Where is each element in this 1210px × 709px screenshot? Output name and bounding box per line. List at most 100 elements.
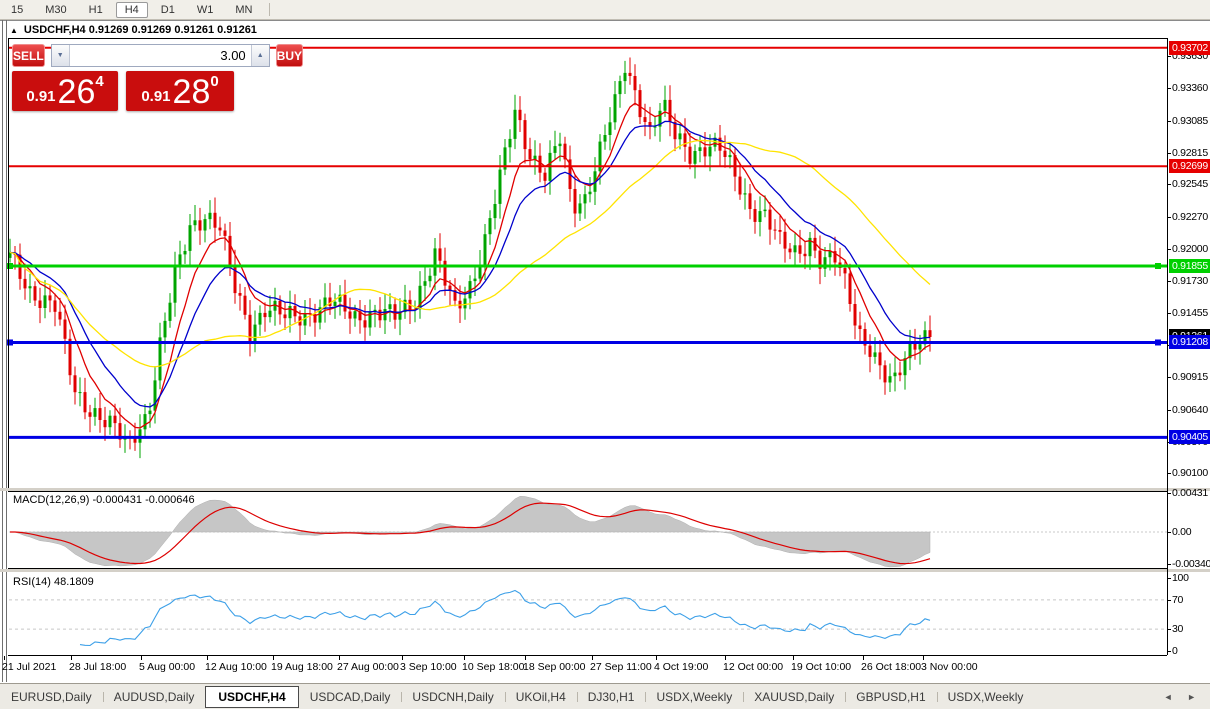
macd-scale-label: 0.00431 (1172, 487, 1208, 499)
time-axis-tick (592, 656, 593, 660)
macd-scale-label: -0.003405 (1172, 558, 1210, 570)
timeframe-D1[interactable]: D1 (160, 3, 175, 16)
price-tick-mark (1167, 410, 1171, 411)
chart-tab-DJ30-H1[interactable]: DJ30,H1 (576, 687, 646, 707)
rsi-scale-tick (1167, 651, 1171, 652)
price-tick-mark (1167, 184, 1171, 185)
time-axis-label[interactable]: 21 Jul 2021 (2, 661, 57, 673)
hline-handle[interactable] (7, 263, 13, 269)
price-tick-mark (1167, 473, 1171, 474)
timeframe-15[interactable]: 15 (11, 3, 24, 16)
timeframe-H1[interactable]: H1 (88, 3, 103, 16)
macd-top-border (8, 491, 1167, 492)
time-axis-tick (141, 656, 142, 660)
sell-price-big: 26 (57, 73, 96, 111)
panel-separator[interactable] (0, 488, 1210, 491)
time-axis-label[interactable]: 10 Sep 18:00 (462, 661, 525, 673)
volume-increase-icon[interactable] (250, 45, 269, 66)
price-tick-label: 0.93360 (1172, 82, 1208, 94)
price-tick-label: 0.93085 (1172, 115, 1208, 127)
time-axis-label[interactable]: 12 Aug 10:00 (205, 661, 267, 673)
rsi-bottom-border (8, 655, 1167, 656)
chart-tab-USDX-Weekly[interactable]: USDX,Weekly (936, 687, 1035, 707)
tabs-scroll-icons[interactable]: ◄ ► (1163, 691, 1202, 702)
rsi-scale-tick (1167, 578, 1171, 579)
buy-price-button[interactable]: 0.91 28 0 (126, 71, 234, 111)
rsi-scale-label: 70 (1172, 594, 1184, 606)
chart-tab-EURUSD-Daily[interactable]: EURUSD,Daily (11, 689, 92, 704)
volume-input[interactable] (69, 45, 251, 66)
one-click-trading-panel: SELL BUY 0.91 26 4 0.91 28 0 (12, 44, 304, 111)
rsi-scale-label: 0 (1172, 645, 1178, 657)
price-level-badge: 0.91208 (1169, 335, 1210, 349)
price-tick-label: 0.91455 (1172, 307, 1208, 319)
time-axis-label[interactable]: 19 Aug 18:00 (271, 661, 333, 673)
panel-separator[interactable] (0, 569, 1210, 572)
collapse-icon[interactable] (10, 24, 18, 36)
chart-window-titlebar: USDCHF,H4 0.91269 0.91269 0.91261 0.9126… (10, 22, 257, 37)
time-axis-label[interactable]: 5 Aug 00:00 (139, 661, 196, 673)
sell-price-prefix: 0.91 (26, 88, 56, 105)
price-tick-label: 0.90640 (1172, 404, 1208, 416)
price-tick-label: 0.92270 (1172, 211, 1208, 223)
macd-scale-label: 0.00 (1172, 526, 1192, 538)
time-axis-tick (273, 656, 274, 660)
time-axis-label[interactable]: 18 Sep 00:00 (523, 661, 586, 673)
time-axis-tick (656, 656, 657, 660)
ma-slow[interactable] (9, 139, 931, 368)
rsi-scale-label: 30 (1172, 623, 1184, 635)
chart-tabs-bar: EURUSD,Daily AUDUSD,Daily USDCHF,H4 USDCAD,… (0, 683, 1210, 709)
timeframe-H4[interactable]: H4 (115, 1, 148, 18)
price-level-badge: 0.90405 (1169, 430, 1210, 444)
price-level-badge: 0.93702 (1169, 41, 1210, 55)
rsi-scale-tick (1167, 629, 1171, 630)
sell-price-button[interactable]: 0.91 26 4 (12, 71, 119, 111)
time-axis-label[interactable]: 12 Oct 00:00 (723, 661, 784, 673)
ma-mid[interactable] (9, 120, 931, 408)
volume-spinner (50, 44, 270, 67)
macd-indicator-canvas[interactable] (9, 492, 1167, 568)
price-tick-label: 0.92815 (1172, 147, 1208, 159)
price-tick-label: 0.92545 (1172, 178, 1208, 190)
ma-fast[interactable] (9, 102, 931, 429)
window-top-border (0, 20, 1210, 21)
volume-decrease-icon[interactable] (51, 45, 70, 66)
time-axis-label[interactable]: 27 Sep 11:00 (590, 661, 652, 673)
timeframe-M30[interactable]: M30 (45, 3, 67, 16)
price-tick-mark (1167, 313, 1171, 314)
time-axis-label[interactable]: 3 Nov 00:00 (921, 661, 978, 673)
macd-header: MACD(12,26,9) -0.000431 -0.000646 (13, 494, 195, 506)
rsi-indicator-canvas[interactable] (9, 573, 1167, 655)
time-axis-label[interactable]: 28 Jul 18:00 (69, 661, 127, 673)
chart-tab-UKOil-H4[interactable]: UKOil,H4 (504, 687, 577, 707)
time-axis-label[interactable]: 4 Oct 19:00 (654, 661, 709, 673)
hline-handle[interactable] (7, 339, 13, 346)
time-axis-label[interactable]: 19 Oct 10:00 (791, 661, 852, 673)
chart-tab-GBPUSD-H1[interactable]: GBPUSD,H1 (845, 687, 936, 707)
hline-handle[interactable] (1155, 339, 1161, 346)
rsi-scale-label: 100 (1172, 572, 1189, 584)
rsi-header: RSI(14) 48.1809 (13, 576, 94, 588)
chart-tab-USDCNH-Daily[interactable]: USDCNH,Daily (401, 687, 504, 707)
sell-price-sup: 4 (95, 73, 104, 90)
price-tick-mark (1167, 377, 1171, 378)
time-axis-tick (863, 656, 864, 660)
hline-handle[interactable] (1155, 263, 1161, 269)
timeframe-toolbar: 15 M30 H1 H4 D1 W1 MN (0, 0, 1210, 20)
sell-button[interactable]: SELL (12, 44, 45, 67)
chart-tab-USDCHF-H4[interactable]: USDCHF,H4 (205, 685, 299, 708)
timeframe-MN[interactable]: MN (235, 3, 253, 16)
chart-tab-XAUUSD-Daily[interactable]: XAUUSD,Daily (743, 687, 845, 707)
price-level-badge: 0.92699 (1169, 159, 1210, 173)
time-axis-label[interactable]: 27 Aug 00:00 (337, 661, 399, 673)
timeframe-W1[interactable]: W1 (196, 3, 214, 16)
buy-price-prefix: 0.91 (141, 88, 171, 105)
buy-button[interactable]: BUY (275, 44, 304, 67)
time-axis-label[interactable]: 3 Sep 10:00 (400, 661, 457, 673)
chart-tab-AUDUSD-Daily[interactable]: AUDUSD,Daily (102, 687, 206, 707)
time-axis-label[interactable]: 26 Oct 18:00 (861, 661, 922, 673)
price-tick-mark (1167, 217, 1171, 218)
price-axis-line (1167, 38, 1168, 655)
chart-tab-USDX-Weekly[interactable]: USDX,Weekly (645, 687, 743, 707)
chart-tab-USDCAD-Daily[interactable]: USDCAD,Daily (309, 689, 391, 704)
